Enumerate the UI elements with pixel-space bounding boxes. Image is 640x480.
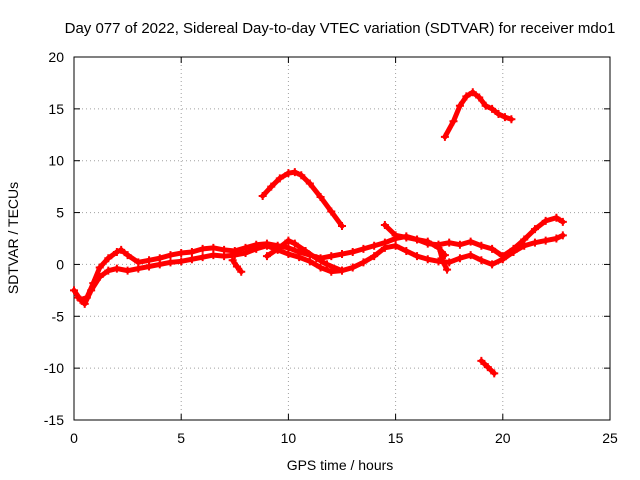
series-drop-19h bbox=[477, 356, 499, 378]
data-point bbox=[558, 231, 567, 240]
y-tick-label: 20 bbox=[48, 49, 64, 65]
data-point bbox=[237, 267, 246, 276]
x-tick-label: 25 bbox=[602, 430, 618, 446]
y-tick-label: 10 bbox=[48, 153, 64, 169]
y-tick-label: 0 bbox=[56, 256, 64, 272]
x-tick-label: 20 bbox=[495, 430, 511, 446]
series-trace-c bbox=[262, 236, 346, 275]
x-tick-label: 10 bbox=[281, 430, 297, 446]
point-run bbox=[307, 181, 324, 200]
point-run bbox=[485, 364, 497, 376]
data-point bbox=[338, 266, 346, 275]
data-point bbox=[558, 217, 567, 226]
x-axis-label: GPS time / hours bbox=[287, 457, 394, 473]
series-trace-e bbox=[434, 240, 452, 274]
grid-lines bbox=[74, 57, 610, 420]
series-trace-b bbox=[74, 231, 567, 308]
y-tick-label: -15 bbox=[44, 412, 64, 428]
x-tick-label: 5 bbox=[177, 430, 185, 446]
point-run bbox=[88, 274, 103, 293]
y-tick-label: -10 bbox=[44, 360, 64, 376]
series-trace-f bbox=[228, 256, 246, 276]
plot-frame bbox=[73, 56, 611, 421]
data-point bbox=[490, 369, 499, 378]
point-run bbox=[450, 103, 463, 124]
point-run bbox=[442, 118, 456, 140]
x-tick-label: 15 bbox=[388, 430, 404, 446]
y-tick-label: 5 bbox=[56, 205, 64, 221]
data-point bbox=[443, 265, 452, 274]
axis-ticks bbox=[73, 56, 611, 421]
x-tick-labels: 0 5 10 15 20 25 bbox=[70, 430, 618, 446]
chart-title: Day 077 of 2022, Sidereal Day-to-day VTE… bbox=[65, 20, 616, 37]
y-axis-label: SDTVAR / TECUs bbox=[5, 182, 21, 294]
data-point bbox=[507, 115, 516, 124]
x-tick-label: 0 bbox=[70, 430, 78, 446]
point-run bbox=[90, 265, 103, 286]
data-point bbox=[338, 222, 346, 231]
data-markers bbox=[70, 88, 567, 378]
point-run bbox=[328, 209, 345, 229]
series-arc-18h bbox=[440, 88, 516, 141]
point-run bbox=[318, 194, 334, 215]
series-arc-10h bbox=[258, 168, 346, 231]
y-tick-label: 15 bbox=[48, 101, 64, 117]
point-run bbox=[324, 261, 345, 274]
y-tick-label: -5 bbox=[52, 308, 65, 324]
y-tick-labels: -15 -10 -5 0 5 10 15 20 bbox=[44, 49, 64, 428]
